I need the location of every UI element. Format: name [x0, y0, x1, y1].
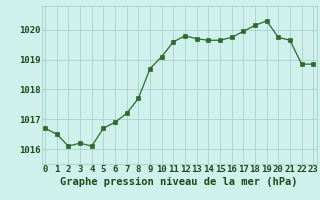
X-axis label: Graphe pression niveau de la mer (hPa): Graphe pression niveau de la mer (hPa) — [60, 177, 298, 187]
